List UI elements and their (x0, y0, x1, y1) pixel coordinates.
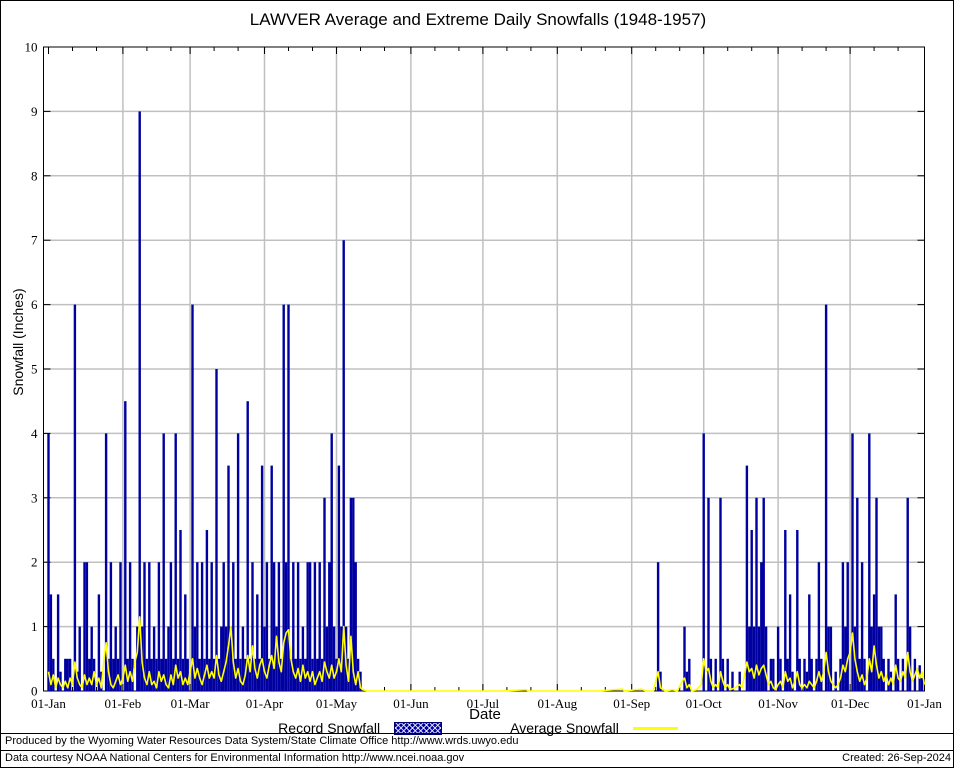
svg-text:10: 10 (25, 40, 38, 55)
svg-text:1: 1 (31, 619, 38, 634)
grid-lines (43, 47, 925, 691)
svg-text:6: 6 (31, 297, 38, 312)
svg-text:01-Nov: 01-Nov (758, 696, 798, 711)
footer-produced-by: Produced by the Wyoming Water Resources … (5, 735, 519, 747)
svg-text:2: 2 (31, 555, 38, 570)
svg-text:9: 9 (31, 104, 38, 119)
svg-text:01-Sep: 01-Sep (613, 696, 650, 711)
legend-average-label: Average Snowfall (510, 720, 619, 736)
chart-title: LAWVER Average and Extreme Daily Snowfal… (249, 10, 707, 29)
footer-row-2: Data courtesy NOAA National Centers for … (1, 750, 953, 767)
svg-text:01-Jul: 01-Jul (467, 696, 500, 711)
footer-row-1: Produced by the Wyoming Water Resources … (1, 733, 953, 750)
y-axis-label: Snowfall (Inches) (10, 288, 26, 396)
record-snowfall-bars (47, 111, 924, 691)
svg-text:01-Jan: 01-Jan (31, 696, 66, 711)
svg-text:4: 4 (31, 426, 38, 441)
svg-text:01-Apr: 01-Apr (246, 696, 284, 711)
legend-record-label: Record Snowfall (278, 720, 381, 736)
svg-text:8: 8 (31, 168, 38, 183)
footer-data-courtesy: Data courtesy NOAA National Centers for … (5, 752, 465, 764)
svg-text:01-Mar: 01-Mar (171, 696, 211, 711)
svg-text:01-Dec: 01-Dec (831, 696, 869, 711)
snowfall-chart: 0 1 2 3 4 5 6 7 8 9 10 01-Jan 01-Feb 01-Mar 01-Apr 01-M… (25, 40, 943, 712)
chart-footer: Produced by the Wyoming Water Resources … (1, 733, 953, 767)
svg-text:3: 3 (31, 490, 38, 505)
svg-text:01-Jan: 01-Jan (907, 696, 942, 711)
average-snowfall-line (47, 616, 926, 692)
svg-text:01-Aug: 01-Aug (537, 696, 577, 711)
svg-text:0: 0 (31, 684, 38, 699)
svg-text:01-Jun: 01-Jun (393, 696, 429, 711)
svg-text:01-May: 01-May (316, 696, 358, 711)
svg-text:01-Oct: 01-Oct (686, 696, 722, 711)
svg-text:7: 7 (31, 233, 38, 248)
footer-created-date: Created: 26-Sep-2024 (842, 752, 951, 764)
chart-legend: Record Snowfall Average Snowfall (1, 720, 953, 736)
record-snowfall-swatch-icon (394, 721, 443, 735)
tick-labels: 0 1 2 3 4 5 6 7 8 9 10 01-Jan 01-Feb 01-Mar 01-Apr 01-M… (25, 40, 943, 712)
svg-text:01-Feb: 01-Feb (104, 696, 141, 711)
x-axis-label: Date (469, 706, 501, 723)
average-snowfall-line-icon (632, 726, 678, 730)
svg-text:5: 5 (31, 362, 38, 377)
